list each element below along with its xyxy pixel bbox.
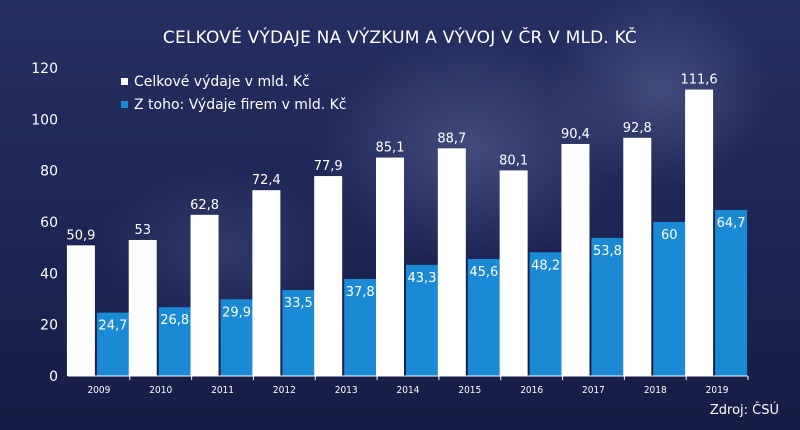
bar-firms [344,278,377,376]
data-label-firms: 24,7 [98,319,127,334]
bar-firms [467,258,500,376]
data-label-total: 72,4 [252,173,281,188]
x-tick-label: 2018 [644,385,667,396]
data-label-firms: 64,7 [717,216,746,231]
data-label-total: 62,8 [190,198,219,213]
chart-title: CELKOVÉ VÝDAJE NA VÝZKUM A VÝVOJ V ČR V … [163,26,637,48]
bar-firms [591,237,624,376]
legend-label-firms: Z toho: Výdaje firem v mld. Kč [134,97,347,113]
x-tick-label: 2010 [149,385,172,396]
data-label-firms: 29,9 [222,305,251,320]
data-label-total: 77,9 [314,159,343,174]
bar-total [314,176,343,376]
data-label-firms: 60 [661,228,678,243]
x-tick-label: 2013 [335,385,358,396]
y-tick-label: 60 [40,215,58,231]
x-tick-label: 2011 [211,385,234,396]
bar-firms [158,307,191,376]
legend-swatch-total [121,78,128,85]
data-label-total: 92,8 [623,121,652,136]
x-tick-label: 2014 [397,385,420,396]
x-tick-label: 2017 [582,385,605,396]
x-tick-label: 2009 [87,385,110,396]
bar-total [252,190,281,376]
data-label-firms: 53,8 [593,244,622,259]
y-axis: 0 20 40 60 80 100 120 [31,61,58,385]
bar-firms [282,290,315,376]
data-label-firms: 43,3 [408,271,437,286]
bar-total [128,239,157,376]
bar-firms [406,264,438,376]
data-label-firms: 45,6 [469,265,498,280]
data-label-total: 53 [134,223,151,238]
data-label-total: 85,1 [376,141,405,156]
bar-total [190,214,219,376]
x-tick-label: 2016 [520,385,543,396]
bar-firms [715,209,748,376]
legend: Celkové výdaje v mld. Kč Z toho: Výdaje … [121,74,347,113]
y-tick-label: 80 [40,164,58,180]
bar-firms [529,252,562,376]
data-label-total: 80,1 [499,153,528,168]
bar-total [66,245,95,376]
data-label-total: 50,9 [66,228,95,243]
bar-total [561,143,590,376]
legend-label-total: Celkové výdaje v mld. Kč [134,74,310,90]
bar-total [623,137,652,376]
x-tick-label: 2012 [273,385,296,396]
data-label-total: 111,6 [680,73,717,88]
data-label-firms: 33,5 [284,296,313,311]
bar-total [499,170,528,376]
data-label-total: 88,7 [437,131,466,146]
data-label-total: 90,4 [561,127,590,142]
bar-total [437,148,466,376]
bars: 50,9 24,7 53 26,8 62,8 29,9 72,4 33,5 77,9 37,8 85… [66,73,748,376]
data-label-firms: 26,8 [160,313,189,328]
x-axis: 2009 2010 2011 2012 2013 2014 2015 2016 2017 2018… [68,375,749,396]
bar-firms [653,222,686,376]
x-tick-label: 2019 [706,385,729,396]
bar-firms [96,312,129,376]
y-tick-label: 0 [49,369,58,385]
y-tick-label: 120 [31,61,58,77]
data-label-firms: 37,8 [346,285,375,300]
bar-total [685,89,714,376]
y-tick-label: 20 [40,318,58,334]
data-label-firms: 48,2 [531,258,560,273]
bar-total [376,157,404,376]
bar-firms [220,299,253,376]
legend-swatch-firms [121,101,128,108]
y-tick-label: 40 [40,266,58,282]
source-note: Zdroj: ČSÚ [710,402,779,418]
x-tick-label: 2015 [458,385,481,396]
y-tick-label: 100 [31,112,58,128]
